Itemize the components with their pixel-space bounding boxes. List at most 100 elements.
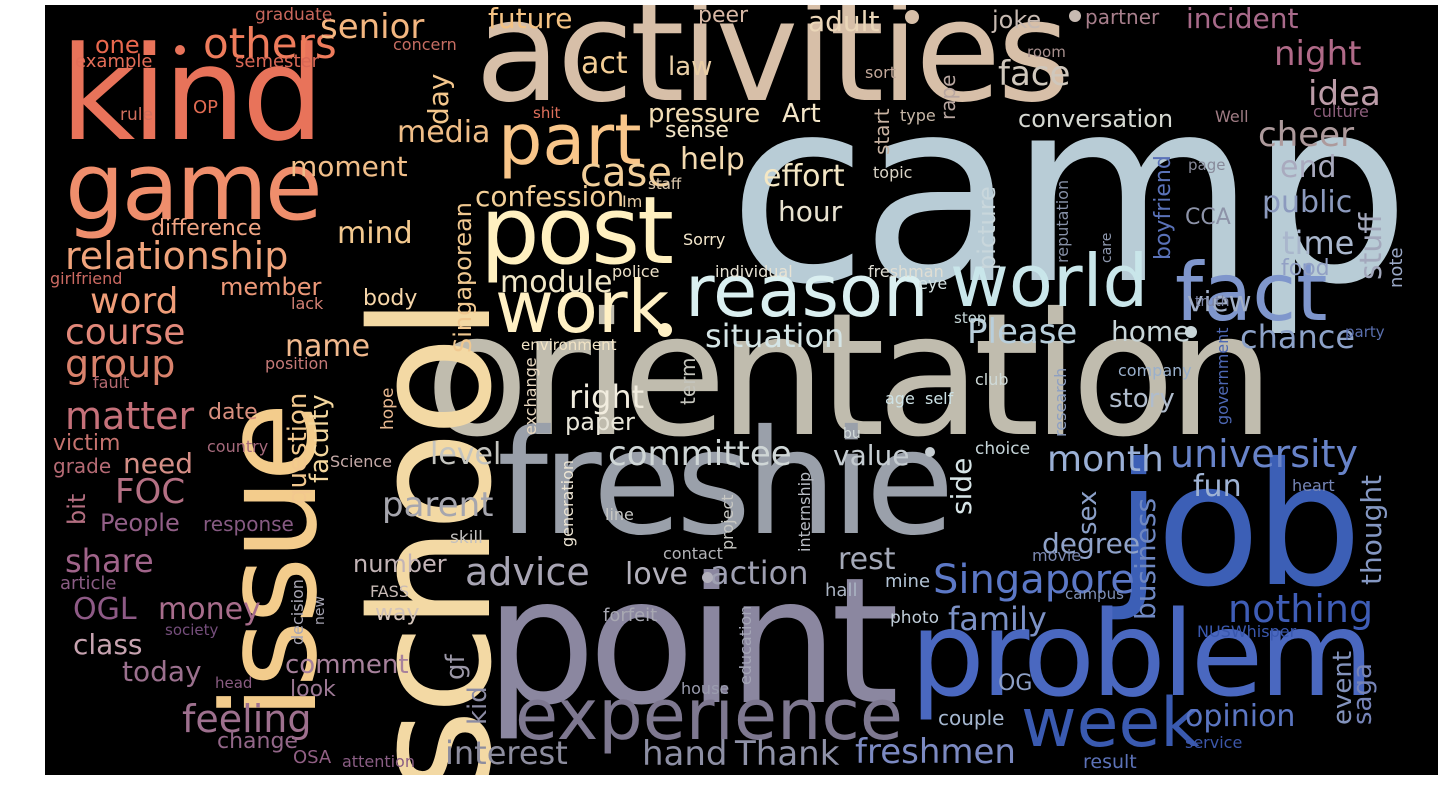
word-situation: situation [705, 317, 845, 355]
word-body: body [363, 286, 418, 311]
word-joke: joke [992, 6, 1042, 34]
word-class: class [73, 628, 143, 661]
word-matter: matter [65, 394, 195, 438]
word-mind: mind [337, 216, 413, 251]
word-term: term [676, 357, 700, 406]
word-eye: eye [918, 274, 948, 293]
word-internship: internship [795, 471, 814, 552]
word-example: example [75, 51, 153, 72]
word-opinion: opinion [1185, 699, 1296, 734]
word-degree: degree [1042, 527, 1141, 560]
word-choice: choice [975, 439, 1031, 459]
word-head: head [215, 674, 253, 692]
word-type: type [900, 106, 936, 125]
word-interest: interest [445, 734, 568, 772]
word-feeling: feeling [182, 697, 312, 741]
word-time: time [1282, 224, 1355, 262]
word-service: service [1185, 733, 1243, 752]
word-Science: Science [330, 452, 393, 471]
word-OG: OG [998, 671, 1033, 696]
word-bit: bit [63, 493, 91, 525]
word-girlfriend: girlfriend [50, 269, 123, 288]
word-adult: adult [808, 5, 880, 38]
word-post: post [480, 177, 674, 286]
word-lack: lack [291, 294, 324, 313]
word-Im: Im [622, 192, 643, 211]
word-stop: stop [954, 309, 987, 327]
word-page: page [1188, 156, 1226, 174]
word-value: value [833, 439, 910, 472]
word-argument: decision [288, 579, 307, 645]
word-problem: problem [910, 585, 1374, 723]
word-partner: partner [1085, 5, 1160, 29]
word-skill: skill [450, 528, 483, 548]
word-look: look [290, 677, 336, 702]
word-exchange: exchange [521, 357, 540, 435]
word-cheer: cheer [1258, 115, 1355, 155]
word-hour: hour [778, 195, 843, 228]
word-fun: fun [1193, 469, 1242, 504]
word-research: research [1051, 367, 1070, 437]
word-member: member [220, 273, 322, 301]
word-public: public [1262, 185, 1353, 220]
word-kind: kind [60, 18, 324, 170]
word-difference: difference [151, 216, 262, 241]
cloud-dot [702, 572, 713, 583]
word-staff: staff [648, 175, 682, 193]
word-company: company [1118, 361, 1192, 380]
word-face: face [998, 54, 1071, 94]
word-side: side [945, 457, 978, 515]
word-conversation: conversation [1018, 105, 1174, 133]
word-decision: kid [463, 686, 493, 725]
word-OSA: OSA [293, 747, 332, 768]
word-project: project [718, 494, 737, 550]
word-care: care [1099, 232, 1115, 263]
word-help: help [680, 142, 745, 177]
word-month: month [1047, 439, 1164, 480]
word-attention: attention [342, 752, 415, 771]
word-note: note [1386, 247, 1407, 288]
word-family: family [948, 600, 1047, 638]
cloud-dot [175, 45, 185, 55]
word-way: way [375, 601, 420, 626]
word-number: number [353, 550, 447, 578]
word-house: house [681, 679, 730, 698]
word-bu: bu [843, 426, 861, 442]
word-story: story [1109, 384, 1175, 414]
word-Sorry: Sorry [683, 230, 726, 249]
word-NUSWhisper: NUSWhisper [1197, 622, 1297, 641]
word-day: day [422, 73, 455, 125]
word-reason: reason [685, 249, 929, 333]
word-graduate: graduate [255, 5, 333, 25]
word-chance: chance [1240, 318, 1356, 356]
word-activities: activities [475, 5, 1070, 134]
word-university: university [1170, 432, 1358, 476]
word-date: date [208, 400, 258, 425]
word-club: club [975, 370, 1009, 389]
word-paper: paper [565, 408, 635, 436]
word-change: change [217, 729, 298, 754]
word-couple: couple [938, 706, 1005, 730]
word-action: action [710, 554, 809, 592]
word-faculty: faculty [305, 394, 335, 483]
word-moment: moment [290, 150, 408, 183]
word-module: module [500, 265, 613, 300]
word-group: group [65, 342, 176, 386]
word-case: case [580, 150, 672, 196]
word-nothing: nothing [1228, 587, 1374, 631]
word-age: age [885, 389, 915, 408]
word-orientation: orientation [425, 277, 1275, 475]
word-party: party [1345, 323, 1385, 341]
word-food: food [1281, 256, 1330, 281]
word-one: one [95, 31, 140, 59]
word-freshman: freshman [868, 262, 944, 281]
word-sort: sort [865, 63, 896, 82]
word-senior: senior [320, 7, 425, 47]
word-OGL: OGL [73, 592, 137, 627]
word-game: game [65, 133, 323, 242]
word-self: self [925, 389, 954, 408]
word-picture: picture [973, 186, 1001, 270]
word-hand: hand [642, 734, 728, 774]
word-work: work [495, 265, 670, 349]
word-camp: camp [728, 44, 1411, 341]
